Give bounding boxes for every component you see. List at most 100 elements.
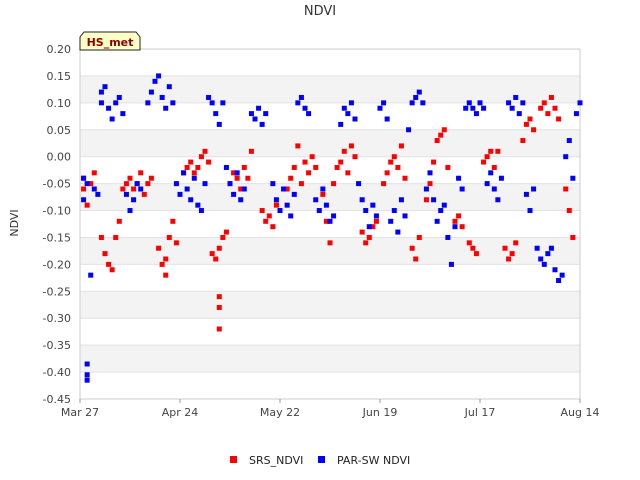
- data-point: [238, 186, 244, 192]
- data-point: [398, 143, 404, 149]
- data-point: [498, 175, 504, 181]
- grid-band: [80, 345, 580, 373]
- data-point: [188, 197, 194, 203]
- data-point: [363, 208, 369, 214]
- data-point: [98, 89, 104, 95]
- data-point: [298, 94, 304, 100]
- data-point: [470, 245, 476, 251]
- data-point: [113, 234, 119, 240]
- data-point: [81, 186, 87, 192]
- data-point: [273, 197, 279, 203]
- data-point: [513, 240, 519, 246]
- data-point: [220, 100, 226, 106]
- data-point: [134, 181, 140, 187]
- grid-band: [80, 264, 580, 292]
- data-point: [352, 154, 358, 160]
- data-point: [138, 186, 144, 192]
- data-point: [520, 138, 526, 144]
- badge-background: [79, 31, 141, 51]
- data-point: [306, 170, 312, 176]
- data-point: [409, 100, 415, 106]
- data-point: [445, 234, 451, 240]
- data-point: [166, 84, 172, 90]
- data-point: [123, 191, 129, 197]
- legend-label-par-sw: PAR-SW NDVI: [337, 454, 410, 467]
- data-point: [416, 234, 422, 240]
- data-point: [545, 111, 551, 117]
- data-point: [409, 245, 415, 251]
- data-point: [245, 175, 251, 181]
- data-point: [163, 256, 169, 262]
- data-point: [416, 89, 422, 95]
- data-point: [523, 191, 529, 197]
- data-point: [295, 100, 301, 106]
- data-point: [366, 224, 372, 230]
- data-point: [459, 186, 465, 192]
- data-point: [309, 154, 315, 160]
- data-point: [370, 202, 376, 208]
- data-point: [431, 197, 437, 203]
- y-tick-label: 0.05: [47, 124, 72, 137]
- plot-border: [79, 48, 581, 400]
- y-tick-label: -0.25: [43, 285, 71, 298]
- data-point: [98, 100, 104, 106]
- data-point: [473, 251, 479, 257]
- data-point: [345, 170, 351, 176]
- data-point: [438, 208, 444, 214]
- data-point: [273, 202, 279, 208]
- data-point: [477, 100, 483, 106]
- data-point: [563, 186, 569, 192]
- data-point: [84, 377, 90, 383]
- data-point: [102, 84, 108, 90]
- data-point: [288, 175, 294, 181]
- data-point: [484, 154, 490, 160]
- data-point: [216, 326, 222, 332]
- data-point: [131, 197, 137, 203]
- data-point: [473, 111, 479, 117]
- data-point: [395, 164, 401, 170]
- series-par-sw-ndvi: [81, 73, 583, 383]
- data-point: [398, 197, 404, 203]
- grid-band: [80, 318, 580, 346]
- data-point: [502, 245, 508, 251]
- data-point: [445, 164, 451, 170]
- data-point: [577, 100, 583, 106]
- data-point: [541, 100, 547, 106]
- data-point: [284, 202, 290, 208]
- data-point: [452, 218, 458, 224]
- data-point: [241, 164, 247, 170]
- data-point: [534, 245, 540, 251]
- data-point: [148, 175, 154, 181]
- data-point: [552, 105, 558, 111]
- data-point: [188, 159, 194, 165]
- data-point: [438, 132, 444, 138]
- data-point: [506, 256, 512, 262]
- data-point: [223, 164, 229, 170]
- data-point: [441, 202, 447, 208]
- data-point: [391, 208, 397, 214]
- data-point: [109, 116, 115, 122]
- badge: HS_met: [79, 31, 141, 51]
- y-tick-label: -0.05: [43, 178, 71, 191]
- data-point: [506, 100, 512, 106]
- data-point: [541, 261, 547, 267]
- data-point: [570, 234, 576, 240]
- data-point: [413, 94, 419, 100]
- data-point: [98, 234, 104, 240]
- data-point: [91, 170, 97, 176]
- data-point: [431, 159, 437, 165]
- data-point: [231, 191, 237, 197]
- grid-band: [80, 129, 580, 157]
- data-point: [370, 224, 376, 230]
- y-tick-label: -0.30: [43, 312, 71, 325]
- data-point: [173, 240, 179, 246]
- data-point: [206, 159, 212, 165]
- data-point: [191, 175, 197, 181]
- data-point: [266, 213, 272, 219]
- data-point: [81, 175, 87, 181]
- y-tick-labels: 0.20 0.15 0.10 0.05 0.00 -0.05 -0.10 -0.15 -0.20…: [43, 43, 71, 406]
- data-point: [231, 170, 237, 176]
- data-point: [573, 111, 579, 117]
- data-point: [481, 105, 487, 111]
